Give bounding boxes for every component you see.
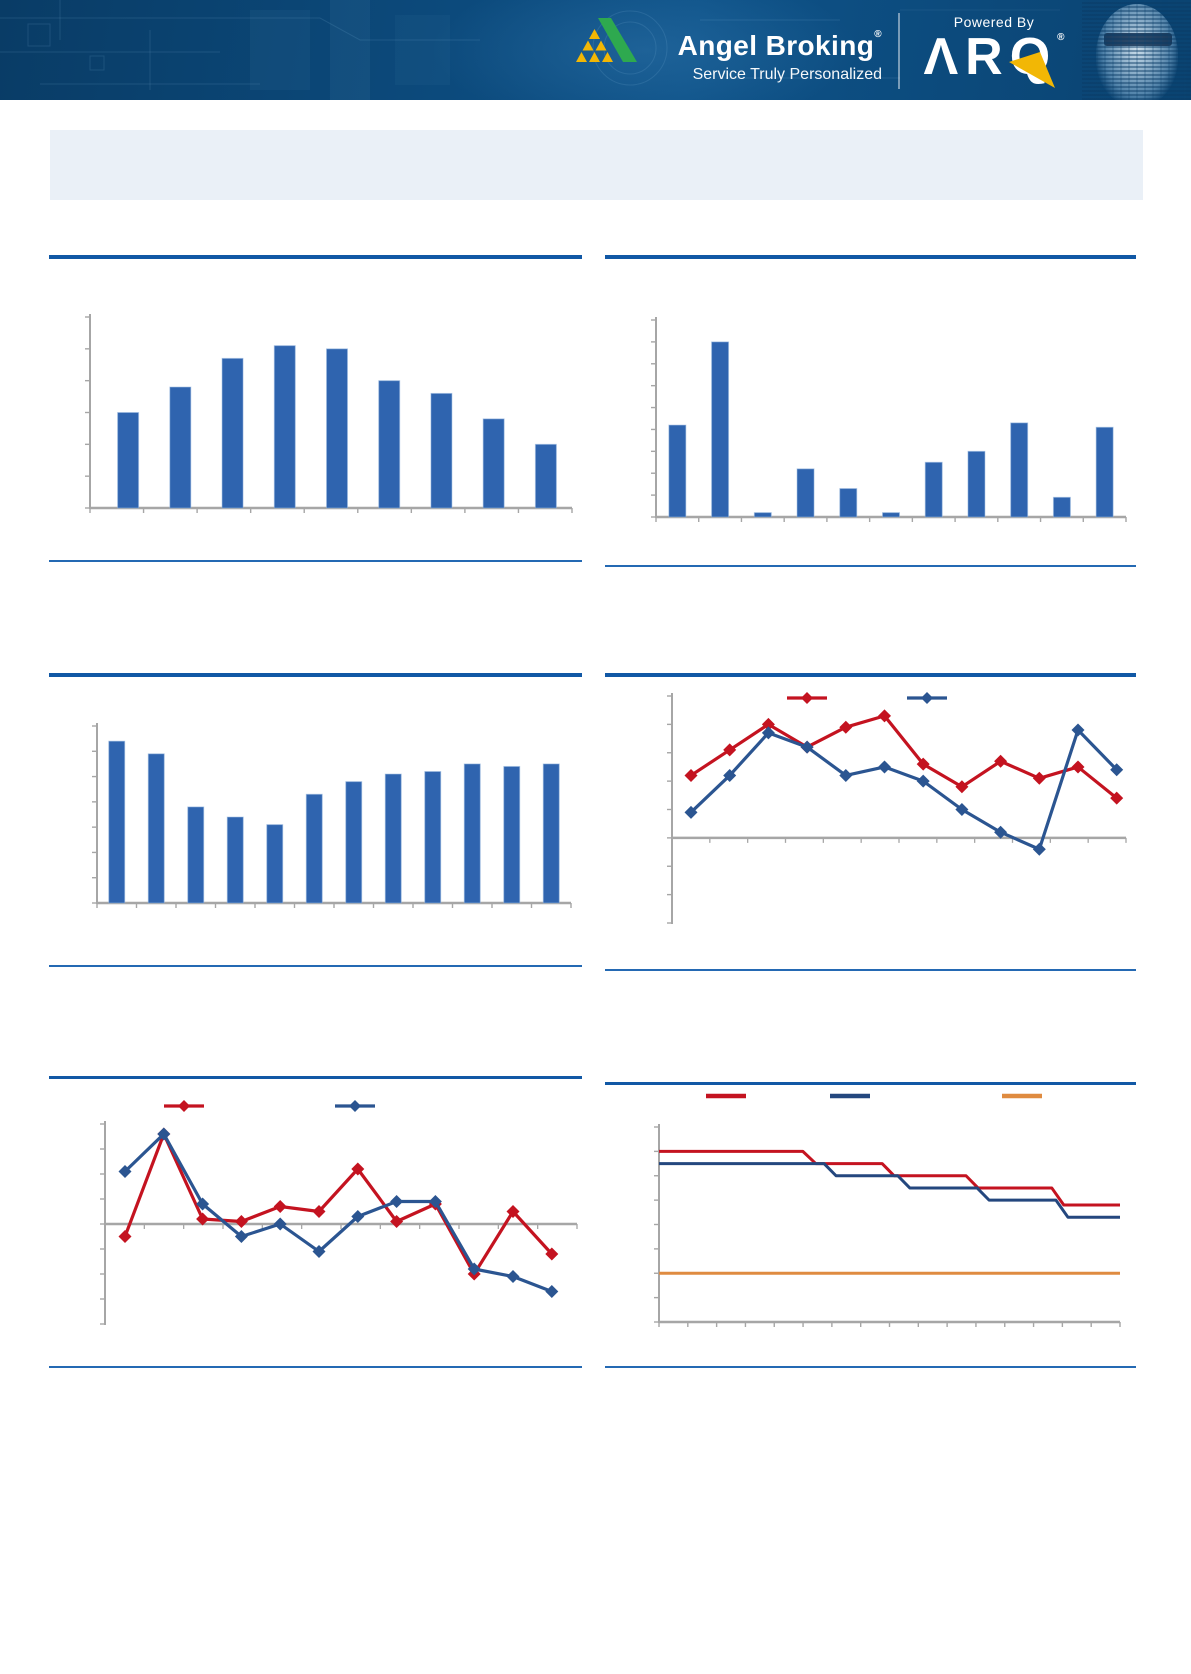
exhibit-6-step-chart: [654, 1093, 1121, 1327]
brand-name-text: Angel Broking: [677, 30, 875, 61]
face-glasses-band: [1104, 33, 1172, 46]
exhibit-2-bar-chart: [651, 317, 1127, 522]
brand-block: Angel Broking® Service Truly Personalize…: [598, 30, 882, 84]
face-scanlines: [1082, 0, 1191, 100]
header-circuit-pattern: [0, 0, 1060, 100]
angel-broking-logo: [576, 18, 637, 62]
exhibit-1-bar-chart: [85, 314, 573, 513]
face-head-shape: [1096, 4, 1178, 100]
exhibit-4-section: [605, 673, 1136, 973]
exhibit-3-section: [49, 673, 582, 969]
brand-name: Angel Broking®: [598, 30, 882, 60]
exhibit-2-source-rule: [605, 565, 1136, 567]
exhibit-5-source-rule: [49, 1366, 582, 1368]
exhibit-5-title-rule: [49, 1076, 582, 1079]
exhibit-5-line-chart: [100, 1100, 578, 1325]
arq-registered-mark: ®: [1057, 32, 1065, 43]
exhibit-2-title-rule: [605, 255, 1136, 259]
exhibit-1-source-rule: [49, 560, 582, 562]
brand-registered-mark: ®: [874, 29, 882, 40]
exhibit-6-title-rule: [605, 1082, 1136, 1085]
exhibit-4-source-rule: [605, 969, 1136, 971]
brand-tagline: Service Truly Personalized: [692, 66, 882, 83]
header-glow: [430, 0, 860, 100]
powered-by-label: Powered By: [953, 14, 1035, 30]
title-box: [50, 130, 1143, 200]
exhibit-3-title-rule: [49, 673, 582, 677]
exhibit-1-title-rule: [49, 255, 582, 259]
header-divider: [898, 13, 900, 89]
exhibit-4-title-rule: [605, 673, 1136, 677]
exhibit-5-section: [49, 1076, 582, 1370]
exhibit-3-source-rule: [49, 965, 582, 967]
exhibit-3-bar-chart: [92, 723, 572, 908]
exhibit-1-section: [49, 255, 582, 565]
exhibit-6-source-rule: [605, 1366, 1136, 1368]
exhibit-6-section: [605, 1082, 1136, 1370]
exhibit-4-line-chart: [667, 692, 1127, 924]
digital-face-graphic: [1082, 0, 1191, 100]
exhibit-2-section: [605, 255, 1136, 570]
arq-q-arrow-icon: [1009, 52, 1055, 88]
report-header: Angel Broking® Service Truly Personalize…: [0, 0, 1191, 100]
